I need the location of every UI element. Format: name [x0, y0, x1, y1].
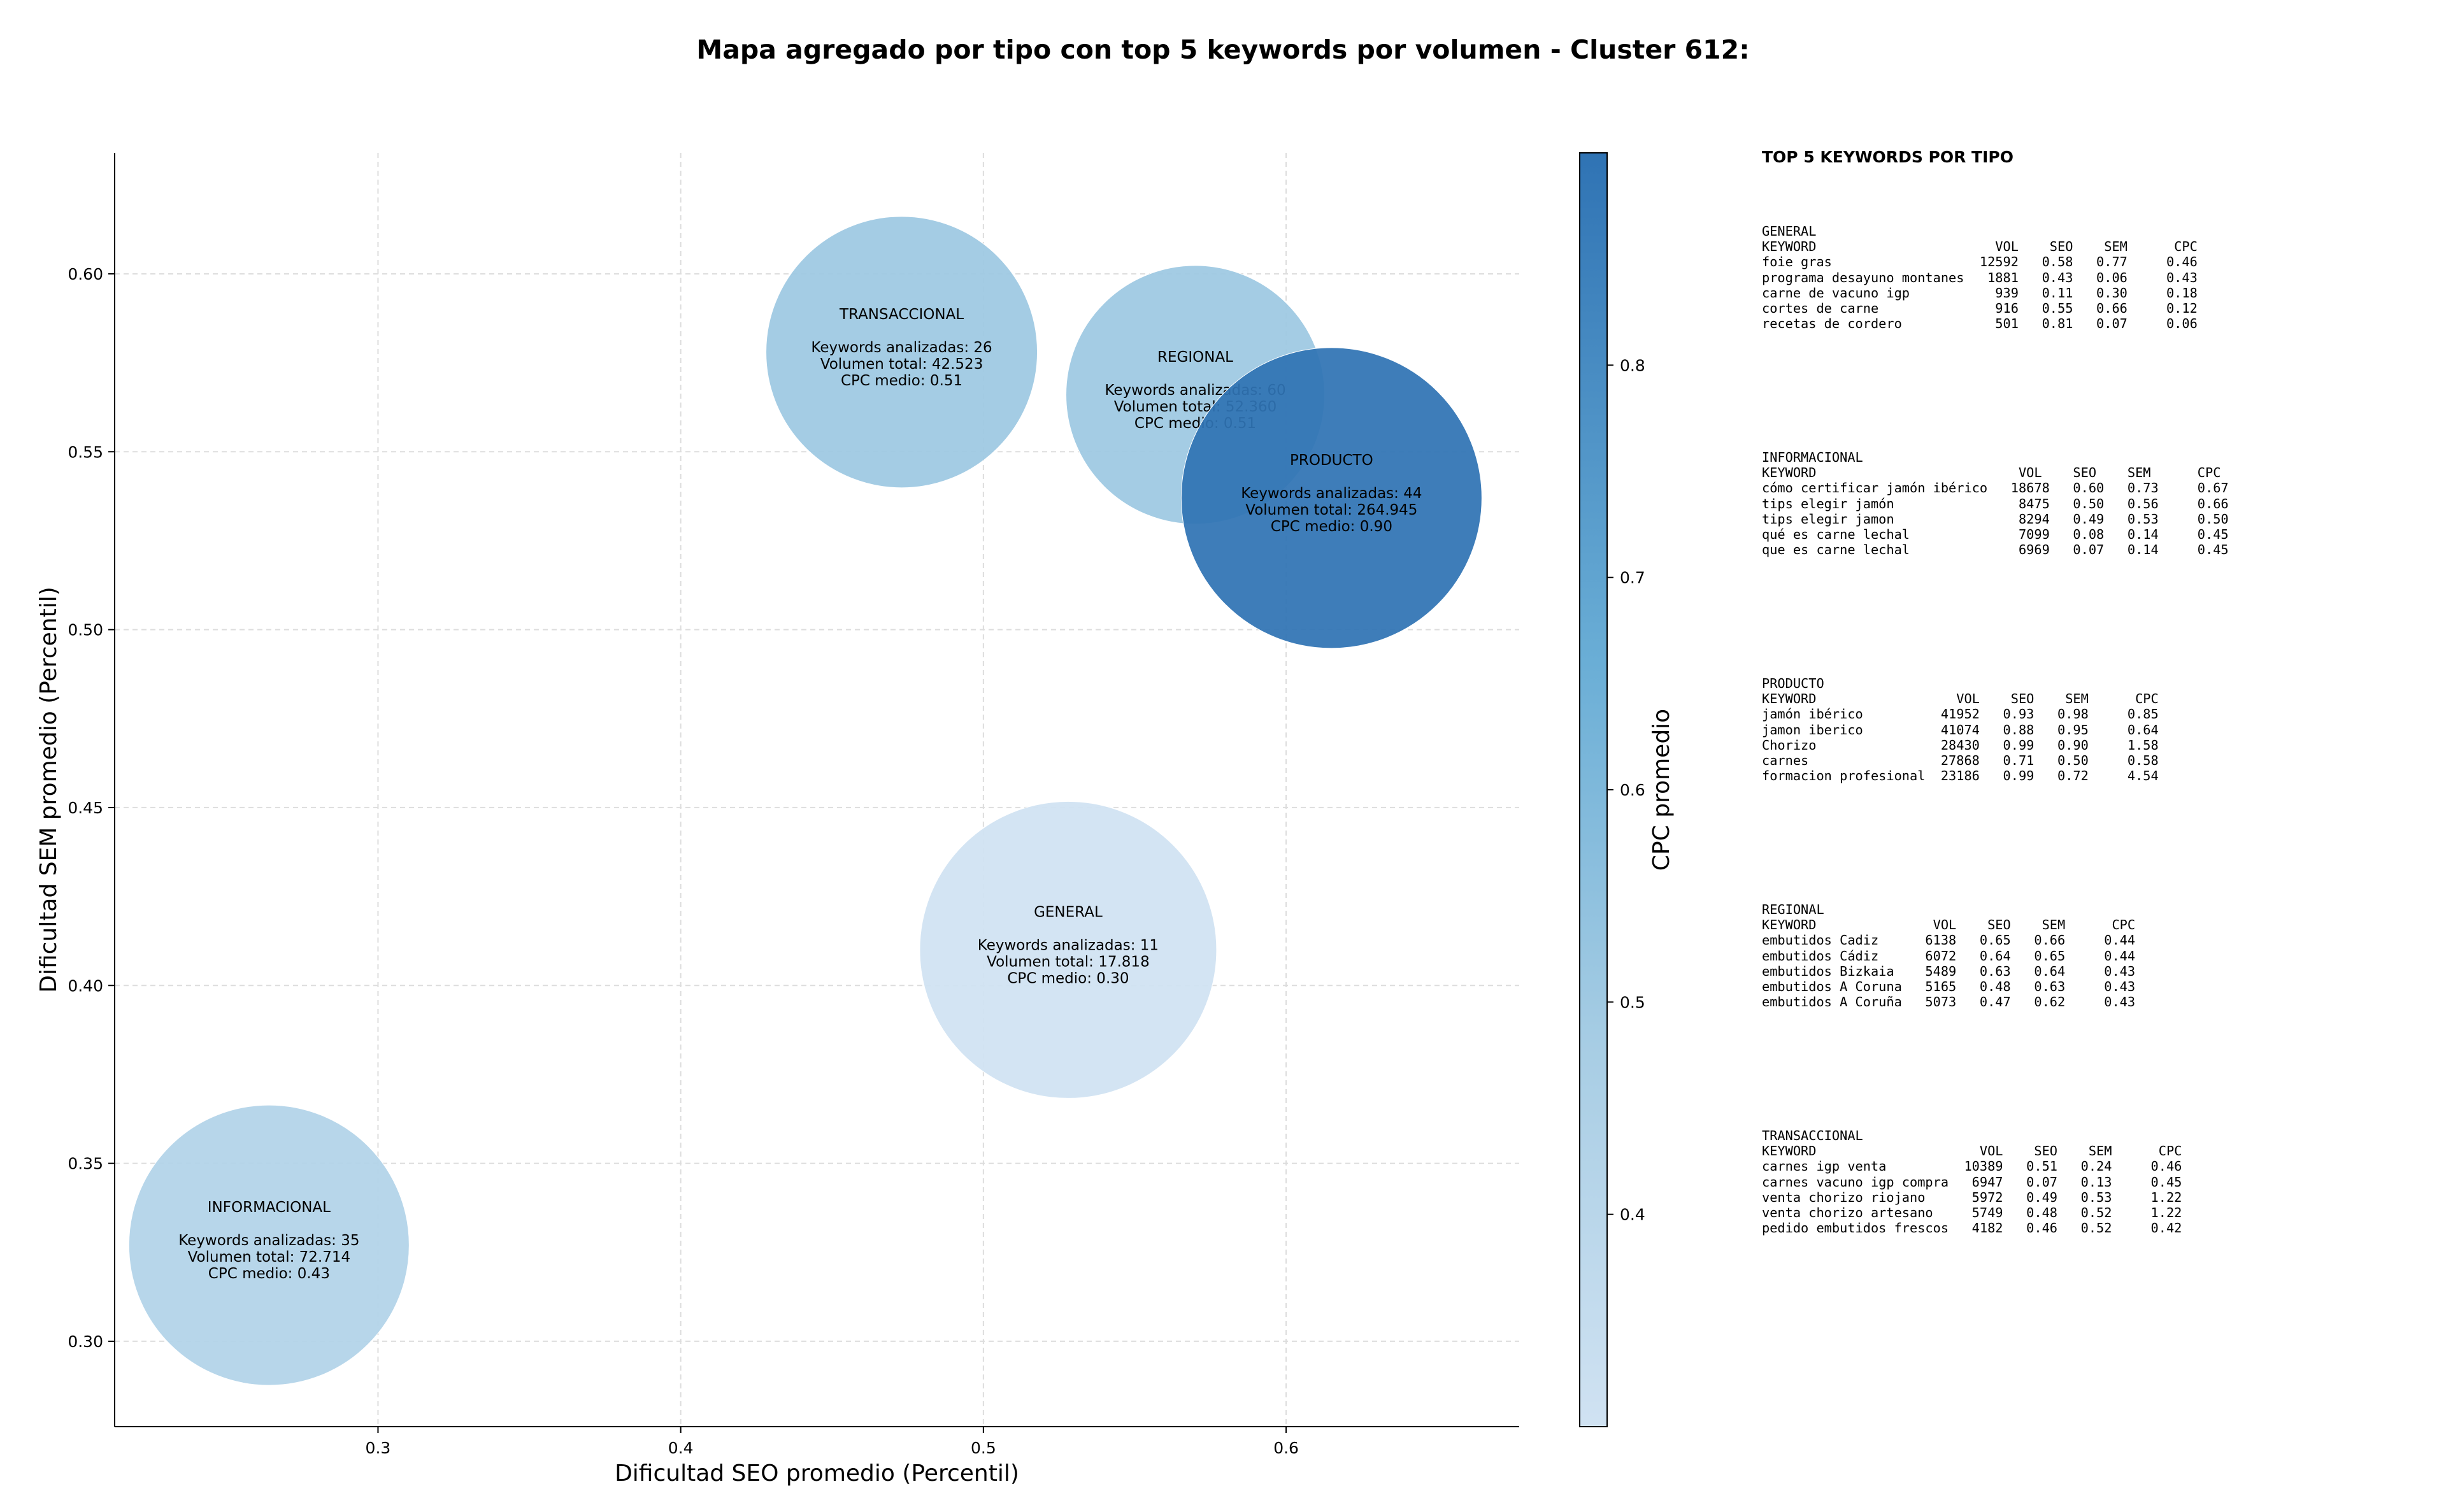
- colorbar-tick-label: 0.5: [1620, 993, 1645, 1011]
- bubble-stat-label: CPC medio: 0.90: [1271, 518, 1392, 535]
- bubble-stat-label: Keywords analizadas: 11: [978, 937, 1159, 953]
- y-tick-label: 0.30: [68, 1332, 103, 1351]
- x-tick-label: 0.3: [366, 1439, 391, 1457]
- keyword-table-producto: PRODUCTO KEYWORD VOL SEO SEM CPC jamón i…: [1762, 676, 2437, 902]
- bubble-circle: [1180, 347, 1482, 649]
- x-axis-label: Dificultad SEO promedio (Percentil): [615, 1460, 1019, 1487]
- y-axis-label: Dificultad SEM promedio (Percentil): [36, 587, 62, 993]
- bubble-informacional: INFORMACIONAL Keywords analizadas: 35Volu…: [128, 1104, 410, 1386]
- y-tick-label: 0.35: [68, 1155, 103, 1173]
- keyword-table-transaccional: TRANSACCIONAL KEYWORD VOL SEO SEM CPC ca…: [1762, 1128, 2437, 1354]
- bubble-circle: [766, 216, 1038, 489]
- bubble-stat-label: CPC medio: 0.51: [841, 373, 962, 389]
- keyword-table-text: TRANSACCIONAL KEYWORD VOL SEO SEM CPC ca…: [1762, 1128, 2182, 1236]
- bubble-stat-label: Keywords analizadas: 35: [178, 1232, 359, 1249]
- bubble-circle: [128, 1104, 410, 1386]
- colorbar-tick-label: 0.7: [1620, 569, 1645, 587]
- keyword-table-informacional: INFORMACIONAL KEYWORD VOL SEO SEM CPC có…: [1762, 450, 2437, 676]
- top-keywords-heading: TOP 5 KEYWORDS POR TIPO: [1762, 148, 2013, 166]
- bubble-stat-label: CPC medio: 0.30: [1007, 970, 1129, 987]
- y-tick-label: 0.50: [68, 621, 103, 639]
- keyword-table-text: INFORMACIONAL KEYWORD VOL SEO SEM CPC có…: [1762, 450, 2229, 558]
- bubble-transaccional: TRANSACCIONAL Keywords analizadas: 26Volu…: [766, 216, 1038, 489]
- x-tick-label: 0.6: [1273, 1439, 1299, 1457]
- bubble-stat-label: CPC medio: 0.43: [208, 1266, 330, 1282]
- bubble-type-label: REGIONAL: [1157, 349, 1233, 366]
- y-tick-label: 0.55: [68, 443, 103, 461]
- x-tick-label: 0.5: [971, 1439, 996, 1457]
- y-tick-label: 0.60: [68, 265, 103, 283]
- keyword-table-text: GENERAL KEYWORD VOL SEO SEM CPC foie gra…: [1762, 224, 2198, 332]
- x-tick-label: 0.4: [668, 1439, 694, 1457]
- colorbar-tick-label: 0.8: [1620, 356, 1645, 374]
- bubble-stat-label: Volumen total: 264.945: [1245, 502, 1417, 518]
- keyword-table-regional: REGIONAL KEYWORD VOL SEO SEM CPC embutid…: [1762, 902, 2437, 1128]
- colorbar-label: CPC promedio: [1649, 709, 1675, 871]
- y-tick-label: 0.40: [68, 976, 103, 995]
- chart-title: Mapa agregado por tipo con top 5 keyword…: [696, 34, 1750, 65]
- bubble-type-label: GENERAL: [1034, 904, 1103, 920]
- bubble-type-label: TRANSACCIONAL: [839, 306, 964, 323]
- colorbar-tick-label: 0.6: [1620, 781, 1645, 799]
- colorbar: 0.4 0.5 0.6 0.7 0.8: [1579, 152, 1645, 1427]
- colorbar-scale: [1579, 152, 1608, 1427]
- bubble-stat-label: Keywords analizadas: 26: [811, 339, 992, 356]
- ticks-layer: 0.3 0.4 0.5 0.6 0.30 0.35 0.40 0.45 0.50 0.55 0.60: [68, 265, 1299, 1457]
- axes-layer: [114, 153, 1519, 1427]
- keyword-table-text: PRODUCTO KEYWORD VOL SEO SEM CPC jamón i…: [1762, 676, 2159, 784]
- bubble-circle: [919, 801, 1217, 1099]
- bubble-stat-label: Volumen total: 42.523: [820, 356, 983, 373]
- bubble-stat-label: Keywords analizadas: 44: [1241, 485, 1422, 502]
- top-keywords-panel: TOP 5 KEYWORDS POR TIPO GENERAL KEYWORD …: [1762, 148, 2437, 1354]
- bubble-type-label: PRODUCTO: [1290, 452, 1373, 469]
- y-tick-label: 0.45: [68, 799, 103, 817]
- keyword-table-general: GENERAL KEYWORD VOL SEO SEM CPC foie gra…: [1762, 224, 2437, 450]
- colorbar-tick-label: 0.4: [1620, 1206, 1645, 1224]
- bubble-stat-label: Volumen total: 72.714: [188, 1249, 351, 1266]
- bubble-stat-label: Volumen total: 17.818: [987, 953, 1150, 970]
- keyword-table-text: REGIONAL KEYWORD VOL SEO SEM CPC embutid…: [1762, 902, 2136, 1010]
- bubble-type-label: INFORMACIONAL: [208, 1199, 331, 1216]
